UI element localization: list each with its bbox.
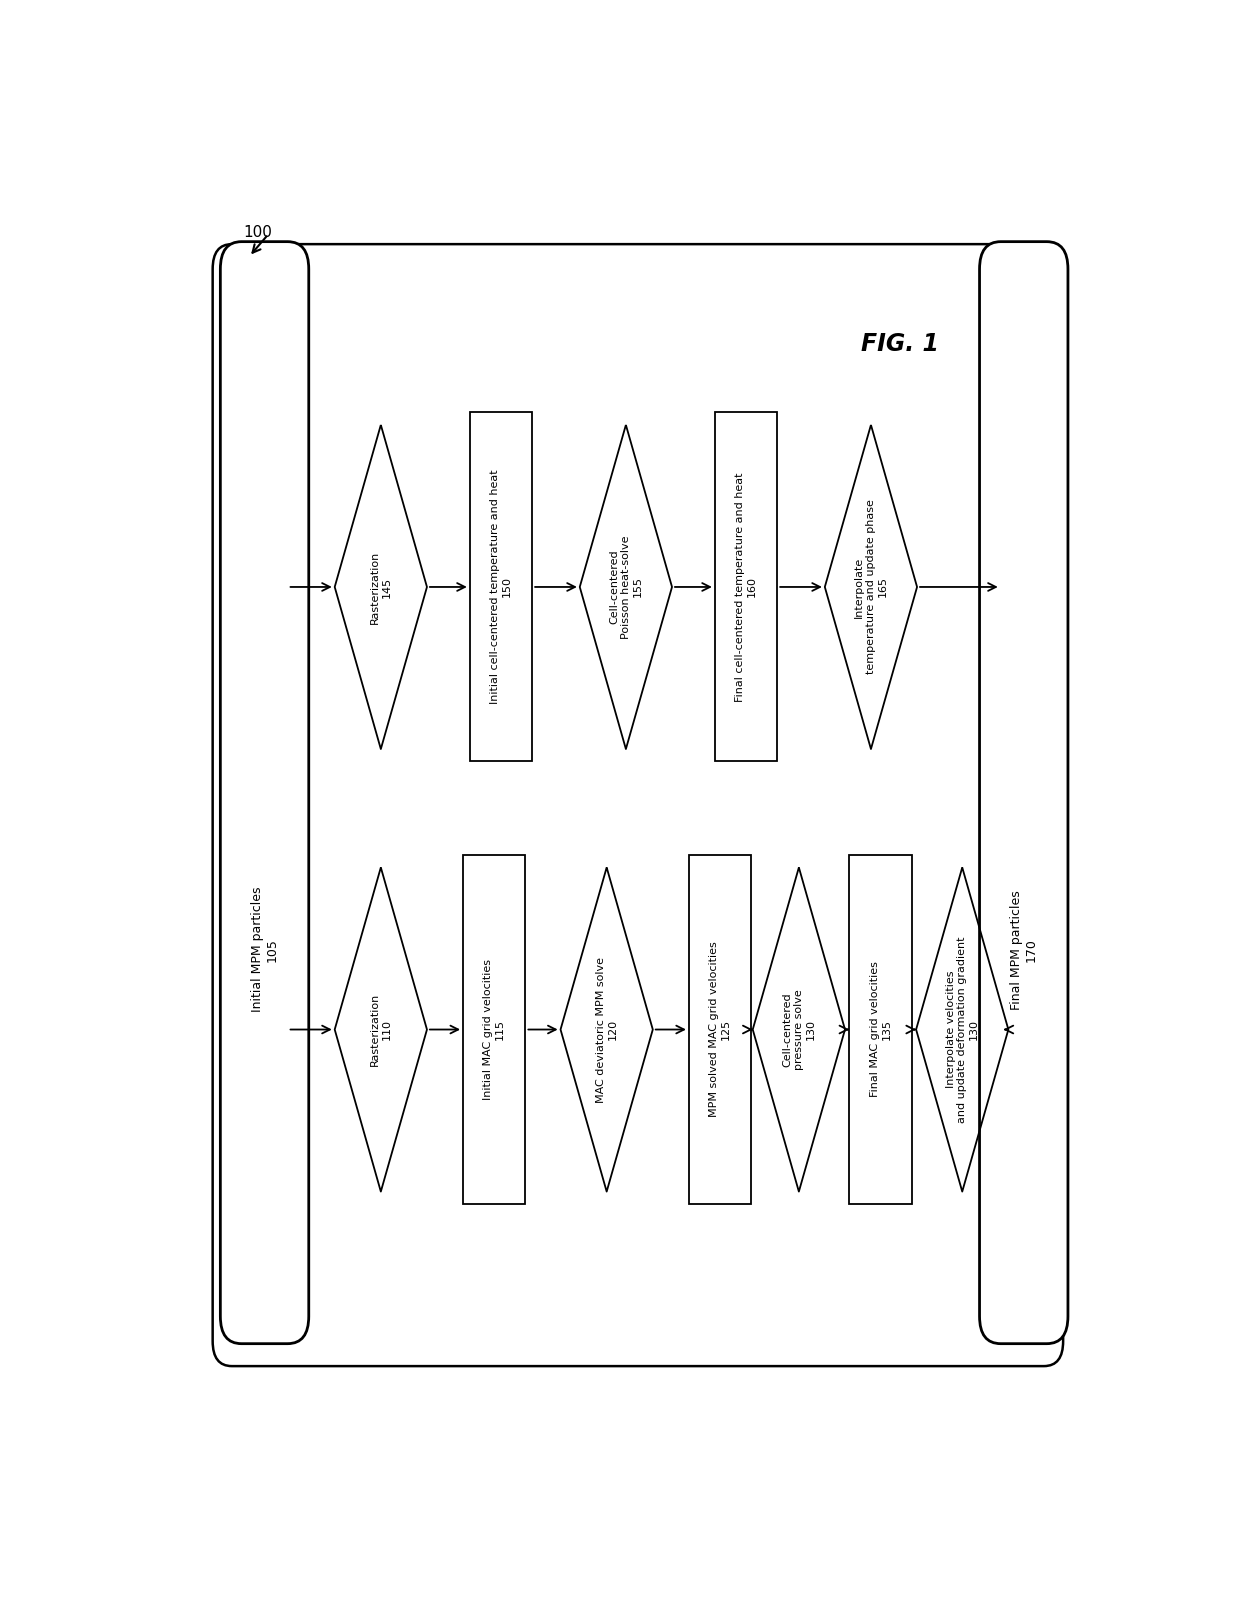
Text: Cell-centered
Poisson heat-solve
155: Cell-centered Poisson heat-solve 155	[609, 536, 642, 640]
Text: Initial cell-centered temperature and heat
150: Initial cell-centered temperature and he…	[490, 470, 512, 704]
FancyBboxPatch shape	[213, 244, 1063, 1366]
FancyBboxPatch shape	[221, 241, 309, 1344]
Text: Interpolate velocities
and update deformation gradient
130: Interpolate velocities and update deform…	[946, 936, 978, 1122]
Text: Final MPM particles
170: Final MPM particles 170	[1009, 890, 1038, 1010]
FancyBboxPatch shape	[980, 241, 1068, 1344]
Text: FIG. 1: FIG. 1	[862, 332, 940, 356]
Text: MAC deviatoric MPM solve
120: MAC deviatoric MPM solve 120	[596, 957, 618, 1103]
Text: Final MAC grid velocities
135: Final MAC grid velocities 135	[869, 962, 892, 1098]
Text: Initial MAC grid velocities
115: Initial MAC grid velocities 115	[484, 958, 505, 1099]
Text: MPM solved MAC grid velocities
125: MPM solved MAC grid velocities 125	[709, 942, 730, 1117]
Bar	[714, 413, 777, 761]
Text: Interpolate
temperature and update phase
165: Interpolate temperature and update phase…	[854, 500, 888, 675]
Bar	[463, 855, 526, 1205]
Bar	[689, 855, 751, 1205]
Text: Final cell-centered temperature and heat
160: Final cell-centered temperature and heat…	[735, 473, 756, 701]
Bar	[470, 413, 532, 761]
Text: Cell-centered
pressure solve
130: Cell-centered pressure solve 130	[782, 989, 816, 1070]
Text: Initial MPM particles
105: Initial MPM particles 105	[250, 887, 279, 1012]
Bar	[849, 855, 911, 1205]
Text: Rasterization
145: Rasterization 145	[370, 550, 392, 623]
Text: 100: 100	[243, 225, 273, 241]
Text: Rasterization
110: Rasterization 110	[370, 992, 392, 1067]
